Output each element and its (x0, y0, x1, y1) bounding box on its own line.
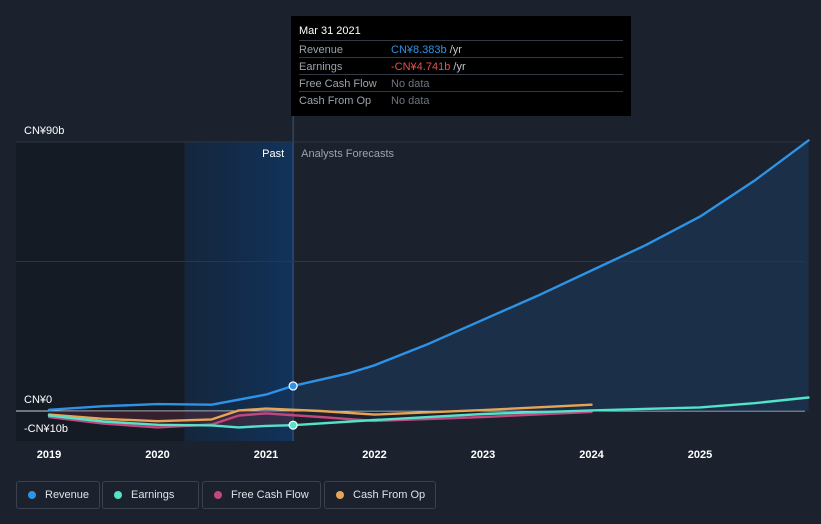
cash-from-op-line (47, 403, 593, 423)
legend-label: Earnings (131, 489, 175, 501)
y-tick-label: CN¥90b (24, 125, 64, 137)
legend-label: Cash From Op (353, 489, 426, 501)
legend-item-cash-from-op[interactable]: Cash From Op (324, 481, 436, 509)
past-label: Past (262, 148, 284, 160)
revenue-dot-icon (28, 491, 36, 499)
past-background (16, 141, 185, 441)
x-tick-label: 2021 (254, 449, 278, 461)
revenue-point (288, 381, 298, 391)
y-tick-label: CN¥0 (24, 394, 52, 406)
tooltip-label: Revenue (299, 44, 344, 56)
tooltip-label: Earnings (299, 61, 343, 73)
free-cash-flow-line (47, 410, 593, 429)
tooltip-label: Free Cash Flow (299, 78, 377, 90)
cash-from-op-dot-icon (336, 491, 344, 499)
tooltip-row-cash-from-op: Cash From Op No data (299, 91, 623, 109)
legend-item-free-cash-flow[interactable]: Free Cash Flow (202, 481, 321, 509)
earnings-dot-icon (114, 491, 122, 499)
x-tick-label: 2025 (688, 449, 712, 461)
earnings-point (288, 420, 298, 430)
legend-label: Revenue (45, 489, 90, 501)
tooltip-label: Cash From Op (299, 95, 372, 107)
tooltip-date: Mar 31 2021 (299, 25, 361, 37)
free-cash-flow-dot-icon (214, 491, 222, 499)
earnings-negative-area (49, 411, 294, 428)
legend-item-revenue[interactable]: Revenue (16, 481, 100, 509)
x-tick-label: 2019 (37, 449, 61, 461)
legend-label: Free Cash Flow (231, 489, 309, 501)
tooltip-value: CN¥8.383b /yr (391, 44, 462, 56)
legend-item-earnings[interactable]: Earnings (102, 481, 199, 509)
x-tick-label: 2023 (471, 449, 495, 461)
tooltip-value: No data (391, 78, 430, 90)
tooltip-row-revenue: Revenue CN¥8.383b /yr (299, 40, 623, 58)
y-tick-label: -CN¥10b (24, 423, 68, 435)
x-tick-label: 2024 (579, 449, 604, 461)
x-tick-label: 2022 (362, 449, 386, 461)
tooltip-row-free-cash-flow: Free Cash Flow No data (299, 74, 623, 92)
revenue-forecast-area (293, 140, 809, 411)
x-tick-label: 2020 (145, 449, 169, 461)
tooltip: Mar 31 2021 Revenue CN¥8.383b /yr Earnin… (291, 16, 631, 116)
past-highlight (184, 141, 294, 441)
tooltip-value: -CN¥4.741b /yr (391, 61, 466, 73)
tooltip-value: No data (391, 95, 430, 107)
forecast-label: Analysts Forecasts (301, 148, 394, 160)
tooltip-row-earnings: Earnings -CN¥4.741b /yr (299, 57, 623, 75)
revenue-line (47, 139, 810, 411)
